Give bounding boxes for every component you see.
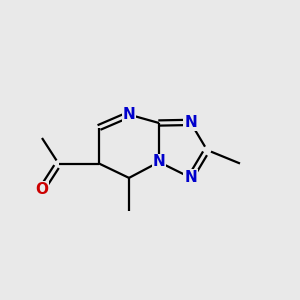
Text: O: O [35,182,49,196]
Text: N: N [184,170,197,185]
Text: N: N [153,154,165,169]
Text: N: N [184,115,197,130]
Text: N: N [123,107,135,122]
